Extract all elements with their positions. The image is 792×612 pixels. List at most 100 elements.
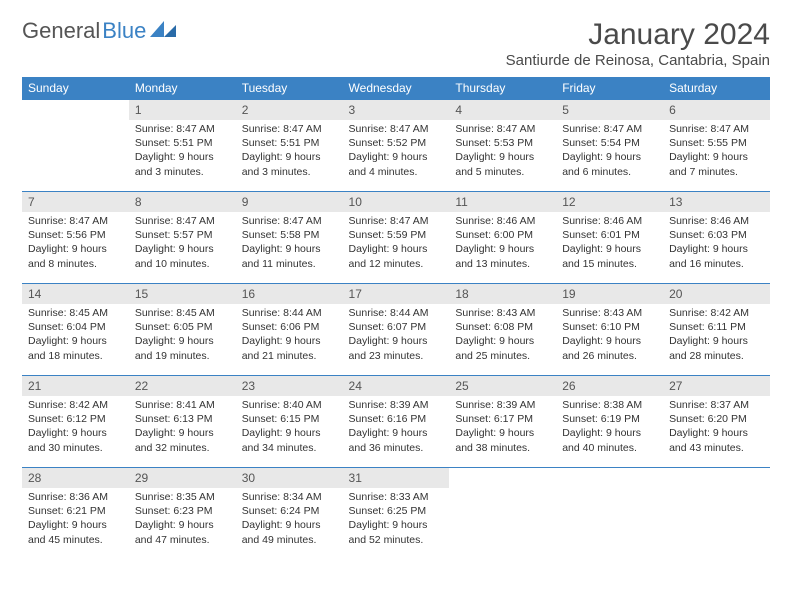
day-number: 12 [556, 192, 663, 212]
calendar-row: 28Sunrise: 8:36 AMSunset: 6:21 PMDayligh… [22, 468, 770, 560]
day-details: Sunrise: 8:45 AMSunset: 6:05 PMDaylight:… [129, 304, 236, 371]
calendar-cell: . [22, 100, 129, 192]
logo-icon [150, 19, 178, 39]
calendar-cell: 19Sunrise: 8:43 AMSunset: 6:10 PMDayligh… [556, 284, 663, 376]
location: Santiurde de Reinosa, Cantabria, Spain [506, 52, 770, 69]
calendar-cell: 11Sunrise: 8:46 AMSunset: 6:00 PMDayligh… [449, 192, 556, 284]
calendar-cell: 16Sunrise: 8:44 AMSunset: 6:06 PMDayligh… [236, 284, 343, 376]
calendar-cell: 12Sunrise: 8:46 AMSunset: 6:01 PMDayligh… [556, 192, 663, 284]
day-number: 23 [236, 376, 343, 396]
day-details: Sunrise: 8:47 AMSunset: 5:52 PMDaylight:… [343, 120, 450, 187]
day-number: 20 [663, 284, 770, 304]
day-details: Sunrise: 8:43 AMSunset: 6:10 PMDaylight:… [556, 304, 663, 371]
weekday-header: Friday [556, 77, 663, 100]
weekday-header: Sunday [22, 77, 129, 100]
day-number: 2 [236, 100, 343, 120]
day-number: 24 [343, 376, 450, 396]
calendar-row: 14Sunrise: 8:45 AMSunset: 6:04 PMDayligh… [22, 284, 770, 376]
day-number: 17 [343, 284, 450, 304]
day-details: Sunrise: 8:34 AMSunset: 6:24 PMDaylight:… [236, 488, 343, 555]
day-number: 21 [22, 376, 129, 396]
day-details: Sunrise: 8:45 AMSunset: 6:04 PMDaylight:… [22, 304, 129, 371]
calendar-row: .1Sunrise: 8:47 AMSunset: 5:51 PMDayligh… [22, 100, 770, 192]
day-number: 11 [449, 192, 556, 212]
calendar-cell: 24Sunrise: 8:39 AMSunset: 6:16 PMDayligh… [343, 376, 450, 468]
calendar-cell: 13Sunrise: 8:46 AMSunset: 6:03 PMDayligh… [663, 192, 770, 284]
calendar-cell: 4Sunrise: 8:47 AMSunset: 5:53 PMDaylight… [449, 100, 556, 192]
calendar-row: 7Sunrise: 8:47 AMSunset: 5:56 PMDaylight… [22, 192, 770, 284]
day-number: 27 [663, 376, 770, 396]
day-details: Sunrise: 8:40 AMSunset: 6:15 PMDaylight:… [236, 396, 343, 463]
weekday-header: Tuesday [236, 77, 343, 100]
weekday-header: Saturday [663, 77, 770, 100]
day-details: Sunrise: 8:47 AMSunset: 5:53 PMDaylight:… [449, 120, 556, 187]
day-details: Sunrise: 8:39 AMSunset: 6:16 PMDaylight:… [343, 396, 450, 463]
day-details: Sunrise: 8:36 AMSunset: 6:21 PMDaylight:… [22, 488, 129, 555]
calendar-cell: 28Sunrise: 8:36 AMSunset: 6:21 PMDayligh… [22, 468, 129, 560]
calendar-cell: 2Sunrise: 8:47 AMSunset: 5:51 PMDaylight… [236, 100, 343, 192]
calendar-cell: 5Sunrise: 8:47 AMSunset: 5:54 PMDaylight… [556, 100, 663, 192]
day-number: 15 [129, 284, 236, 304]
calendar-cell: 7Sunrise: 8:47 AMSunset: 5:56 PMDaylight… [22, 192, 129, 284]
day-number: 1 [129, 100, 236, 120]
day-details: Sunrise: 8:47 AMSunset: 5:57 PMDaylight:… [129, 212, 236, 279]
day-details: Sunrise: 8:33 AMSunset: 6:25 PMDaylight:… [343, 488, 450, 555]
calendar-cell: . [556, 468, 663, 560]
day-number: 31 [343, 468, 450, 488]
day-number: 30 [236, 468, 343, 488]
calendar-cell: 27Sunrise: 8:37 AMSunset: 6:20 PMDayligh… [663, 376, 770, 468]
calendar-cell: 25Sunrise: 8:39 AMSunset: 6:17 PMDayligh… [449, 376, 556, 468]
calendar-cell: 8Sunrise: 8:47 AMSunset: 5:57 PMDaylight… [129, 192, 236, 284]
day-number: 8 [129, 192, 236, 212]
calendar-cell: 6Sunrise: 8:47 AMSunset: 5:55 PMDaylight… [663, 100, 770, 192]
logo-text-2: Blue [102, 18, 146, 44]
day-number: 5 [556, 100, 663, 120]
calendar-cell: 18Sunrise: 8:43 AMSunset: 6:08 PMDayligh… [449, 284, 556, 376]
calendar-cell: 3Sunrise: 8:47 AMSunset: 5:52 PMDaylight… [343, 100, 450, 192]
calendar-cell: 1Sunrise: 8:47 AMSunset: 5:51 PMDaylight… [129, 100, 236, 192]
day-details: Sunrise: 8:37 AMSunset: 6:20 PMDaylight:… [663, 396, 770, 463]
calendar-cell: 10Sunrise: 8:47 AMSunset: 5:59 PMDayligh… [343, 192, 450, 284]
day-details: Sunrise: 8:42 AMSunset: 6:12 PMDaylight:… [22, 396, 129, 463]
calendar-cell: 29Sunrise: 8:35 AMSunset: 6:23 PMDayligh… [129, 468, 236, 560]
logo-text-1: General [22, 18, 100, 44]
weekday-header: Monday [129, 77, 236, 100]
calendar-table: Sunday Monday Tuesday Wednesday Thursday… [22, 77, 770, 560]
day-details: Sunrise: 8:44 AMSunset: 6:07 PMDaylight:… [343, 304, 450, 371]
calendar-cell: 31Sunrise: 8:33 AMSunset: 6:25 PMDayligh… [343, 468, 450, 560]
logo: GeneralBlue [22, 18, 178, 44]
day-details: Sunrise: 8:42 AMSunset: 6:11 PMDaylight:… [663, 304, 770, 371]
day-details: Sunrise: 8:38 AMSunset: 6:19 PMDaylight:… [556, 396, 663, 463]
day-details: Sunrise: 8:47 AMSunset: 5:51 PMDaylight:… [236, 120, 343, 187]
day-details: Sunrise: 8:47 AMSunset: 5:56 PMDaylight:… [22, 212, 129, 279]
day-number: 16 [236, 284, 343, 304]
day-number: 25 [449, 376, 556, 396]
day-details: Sunrise: 8:47 AMSunset: 5:55 PMDaylight:… [663, 120, 770, 187]
calendar-cell: 9Sunrise: 8:47 AMSunset: 5:58 PMDaylight… [236, 192, 343, 284]
day-details: Sunrise: 8:44 AMSunset: 6:06 PMDaylight:… [236, 304, 343, 371]
calendar-row: 21Sunrise: 8:42 AMSunset: 6:12 PMDayligh… [22, 376, 770, 468]
calendar-cell: 22Sunrise: 8:41 AMSunset: 6:13 PMDayligh… [129, 376, 236, 468]
calendar-cell: . [663, 468, 770, 560]
day-details: Sunrise: 8:46 AMSunset: 6:00 PMDaylight:… [449, 212, 556, 279]
day-details: Sunrise: 8:47 AMSunset: 5:58 PMDaylight:… [236, 212, 343, 279]
weekday-header: Thursday [449, 77, 556, 100]
weekday-header: Wednesday [343, 77, 450, 100]
day-number: 13 [663, 192, 770, 212]
day-details: Sunrise: 8:47 AMSunset: 5:59 PMDaylight:… [343, 212, 450, 279]
day-number: 18 [449, 284, 556, 304]
calendar-cell: 23Sunrise: 8:40 AMSunset: 6:15 PMDayligh… [236, 376, 343, 468]
calendar-cell: 21Sunrise: 8:42 AMSunset: 6:12 PMDayligh… [22, 376, 129, 468]
day-number: 10 [343, 192, 450, 212]
weekday-header-row: Sunday Monday Tuesday Wednesday Thursday… [22, 77, 770, 100]
calendar-cell: 30Sunrise: 8:34 AMSunset: 6:24 PMDayligh… [236, 468, 343, 560]
day-details: Sunrise: 8:41 AMSunset: 6:13 PMDaylight:… [129, 396, 236, 463]
calendar-cell: 15Sunrise: 8:45 AMSunset: 6:05 PMDayligh… [129, 284, 236, 376]
day-number: 6 [663, 100, 770, 120]
day-details: Sunrise: 8:46 AMSunset: 6:01 PMDaylight:… [556, 212, 663, 279]
calendar-cell: . [449, 468, 556, 560]
day-number: 4 [449, 100, 556, 120]
day-details: Sunrise: 8:46 AMSunset: 6:03 PMDaylight:… [663, 212, 770, 279]
day-details: Sunrise: 8:35 AMSunset: 6:23 PMDaylight:… [129, 488, 236, 555]
day-details: Sunrise: 8:47 AMSunset: 5:51 PMDaylight:… [129, 120, 236, 187]
